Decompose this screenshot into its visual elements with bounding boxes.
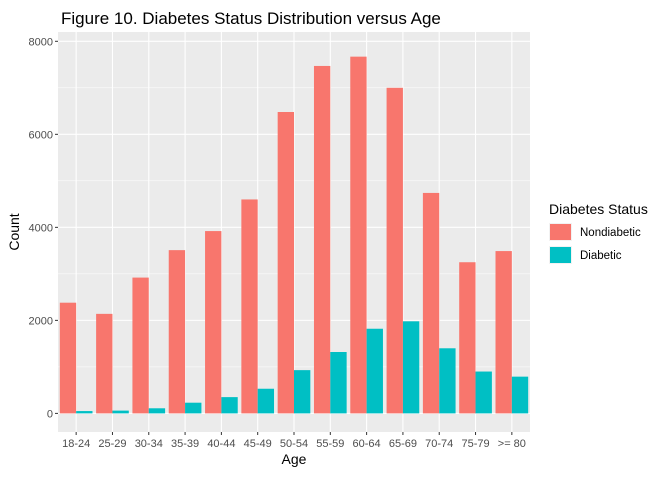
x-tick-label: 40-44: [207, 438, 235, 450]
legend-swatch-nondiabetic: [550, 224, 571, 240]
y-tick-label: 0: [47, 408, 53, 420]
y-axis: 0 2000 4000 6000 8000: [29, 36, 58, 420]
bar-nondiabetic-2: [132, 277, 149, 414]
bar-diabetic-1: [112, 410, 129, 414]
x-tick-label: 30-34: [135, 438, 163, 450]
bar-diabetic-9: [402, 321, 420, 414]
bar-diabetic-10: [439, 348, 456, 414]
bar-nondiabetic-1: [96, 313, 113, 414]
x-tick-label: 35-39: [171, 438, 199, 450]
bar-diabetic-2: [148, 408, 166, 414]
bar-diabetic-3: [185, 402, 202, 414]
legend-swatch-diabetic: [550, 247, 571, 263]
bar-nondiabetic-4: [205, 231, 222, 414]
bar-diabetic-4: [221, 397, 238, 414]
bar-nondiabetic-7: [313, 65, 331, 414]
y-tick-label: 8000: [29, 36, 53, 48]
legend-title: Diabetes Status: [549, 201, 648, 217]
bar-diabetic-7: [330, 352, 347, 414]
x-tick-label: 70-74: [425, 438, 453, 450]
bar-nondiabetic-5: [241, 199, 258, 414]
x-tick-label: 18-24: [62, 438, 90, 450]
x-tick-label: 75-79: [461, 438, 489, 450]
y-tick-label: 6000: [29, 129, 53, 141]
bar-nondiabetic-12: [495, 251, 512, 414]
x-tick-label: 55-59: [316, 438, 344, 450]
bar-diabetic-0: [76, 411, 93, 414]
bar-diabetic-5: [257, 388, 275, 414]
y-tick-label: 2000: [29, 315, 53, 327]
bar-nondiabetic-6: [277, 112, 294, 414]
x-tick-label: 65-69: [389, 438, 417, 450]
bar-nondiabetic-11: [459, 262, 476, 414]
x-tick-label: 25-29: [98, 438, 126, 450]
x-tick-label: 45-49: [244, 438, 272, 450]
legend-label-nondiabetic: Nondiabetic: [580, 227, 641, 239]
bar-nondiabetic-9: [386, 87, 403, 414]
x-tick-label: 60-64: [353, 438, 381, 450]
bar-diabetic-6: [294, 370, 311, 414]
x-tick-label: >= 80: [498, 438, 526, 450]
chart-title: Figure 10. Diabetes Status Distribution …: [61, 9, 441, 28]
y-tick-label: 4000: [29, 222, 53, 234]
bar-diabetic-11: [475, 371, 492, 414]
bar-diabetic-12: [511, 376, 529, 414]
legend: Diabetes Status Nondiabetic Diabetic: [549, 201, 648, 264]
bars: [59, 56, 529, 414]
bar-nondiabetic-0: [59, 302, 77, 414]
x-axis: 18-24 25-29 30-34 35-39 40-44 45-49 50-54 55-59…: [62, 432, 526, 450]
y-axis-title: Count: [6, 213, 22, 250]
bar-diabetic-8: [366, 328, 383, 414]
bar-nondiabetic-10: [422, 192, 440, 414]
x-tick-label: 50-54: [280, 438, 308, 450]
bar-nondiabetic-3: [168, 250, 186, 414]
bar-nondiabetic-8: [350, 56, 367, 414]
x-axis-title: Age: [282, 451, 307, 467]
legend-label-diabetic: Diabetic: [580, 250, 622, 262]
